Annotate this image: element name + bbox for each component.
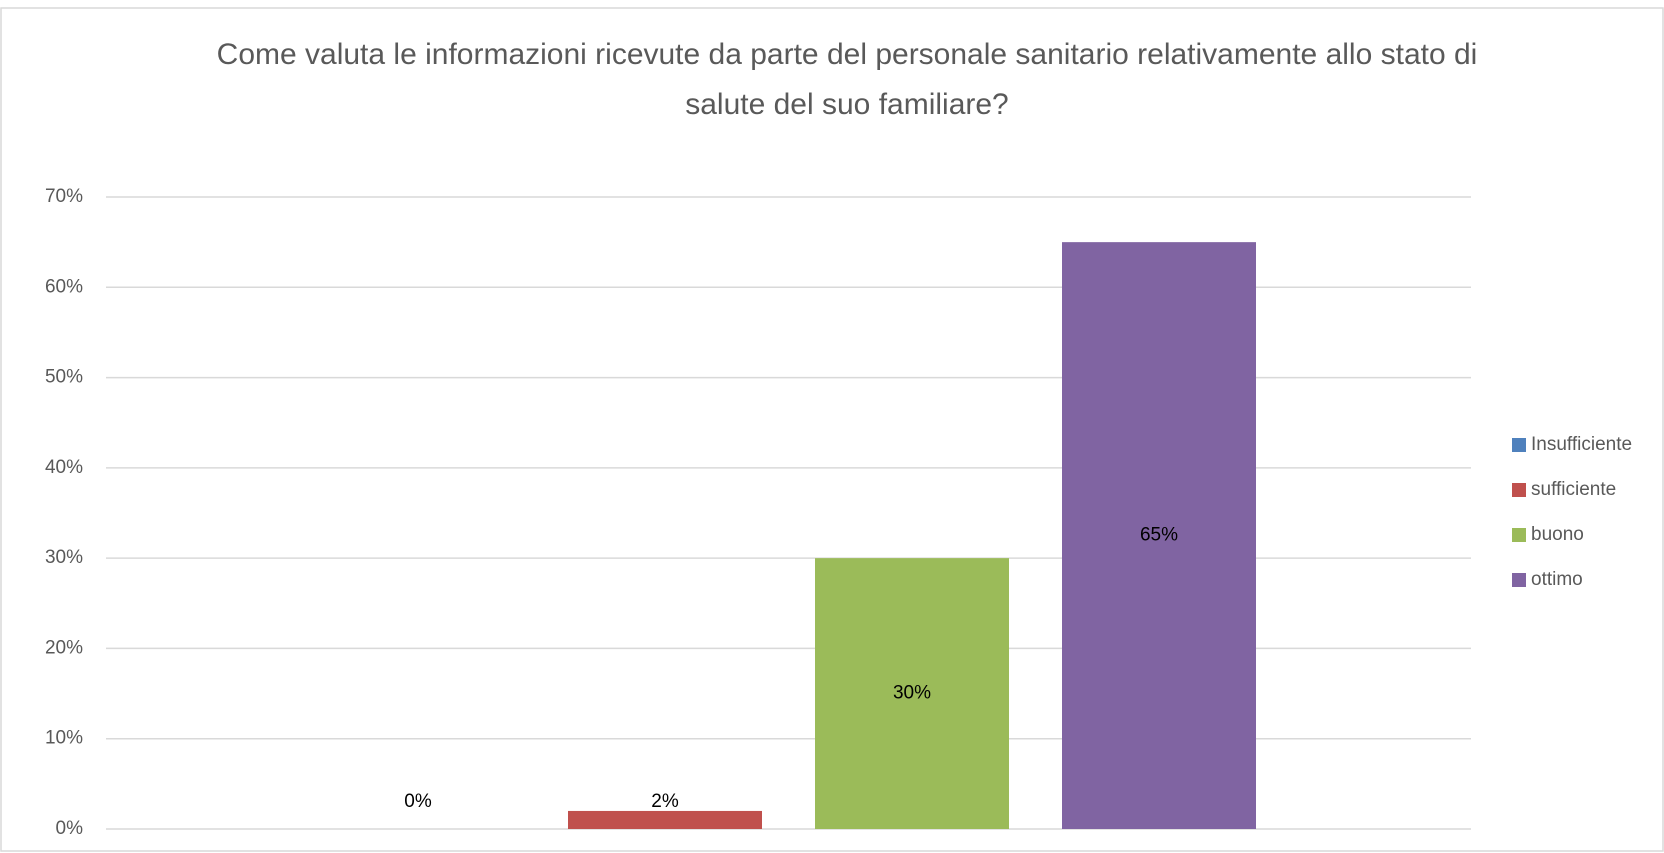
legend-swatch	[1512, 438, 1526, 452]
bar	[815, 558, 1009, 829]
y-tick-label: 50%	[45, 367, 83, 388]
y-tick-label: 10%	[45, 728, 83, 749]
bar	[568, 810, 762, 829]
data-label: 0%	[404, 791, 432, 812]
data-label: 65%	[1140, 525, 1178, 546]
y-tick-label: 30%	[45, 547, 83, 568]
legend-label: sufficiente	[1531, 479, 1616, 500]
y-tick-label: 0%	[56, 818, 84, 839]
data-label: 2%	[651, 791, 679, 812]
legend-label: Insufficiente	[1531, 434, 1632, 455]
y-tick-label: 70%	[45, 186, 83, 207]
legend-swatch	[1512, 528, 1526, 542]
legend-label: ottimo	[1531, 569, 1583, 590]
legend-swatch	[1512, 573, 1526, 587]
y-tick-label: 60%	[45, 276, 83, 297]
bar	[1062, 242, 1256, 830]
y-tick-label: 40%	[45, 457, 83, 478]
data-label: 30%	[893, 683, 931, 704]
legend-label: buono	[1531, 524, 1584, 545]
y-tick-label: 20%	[45, 637, 83, 658]
legend-swatch	[1512, 483, 1526, 497]
chart-title: Come valuta le informazioni ricevute da …	[216, 38, 1478, 121]
